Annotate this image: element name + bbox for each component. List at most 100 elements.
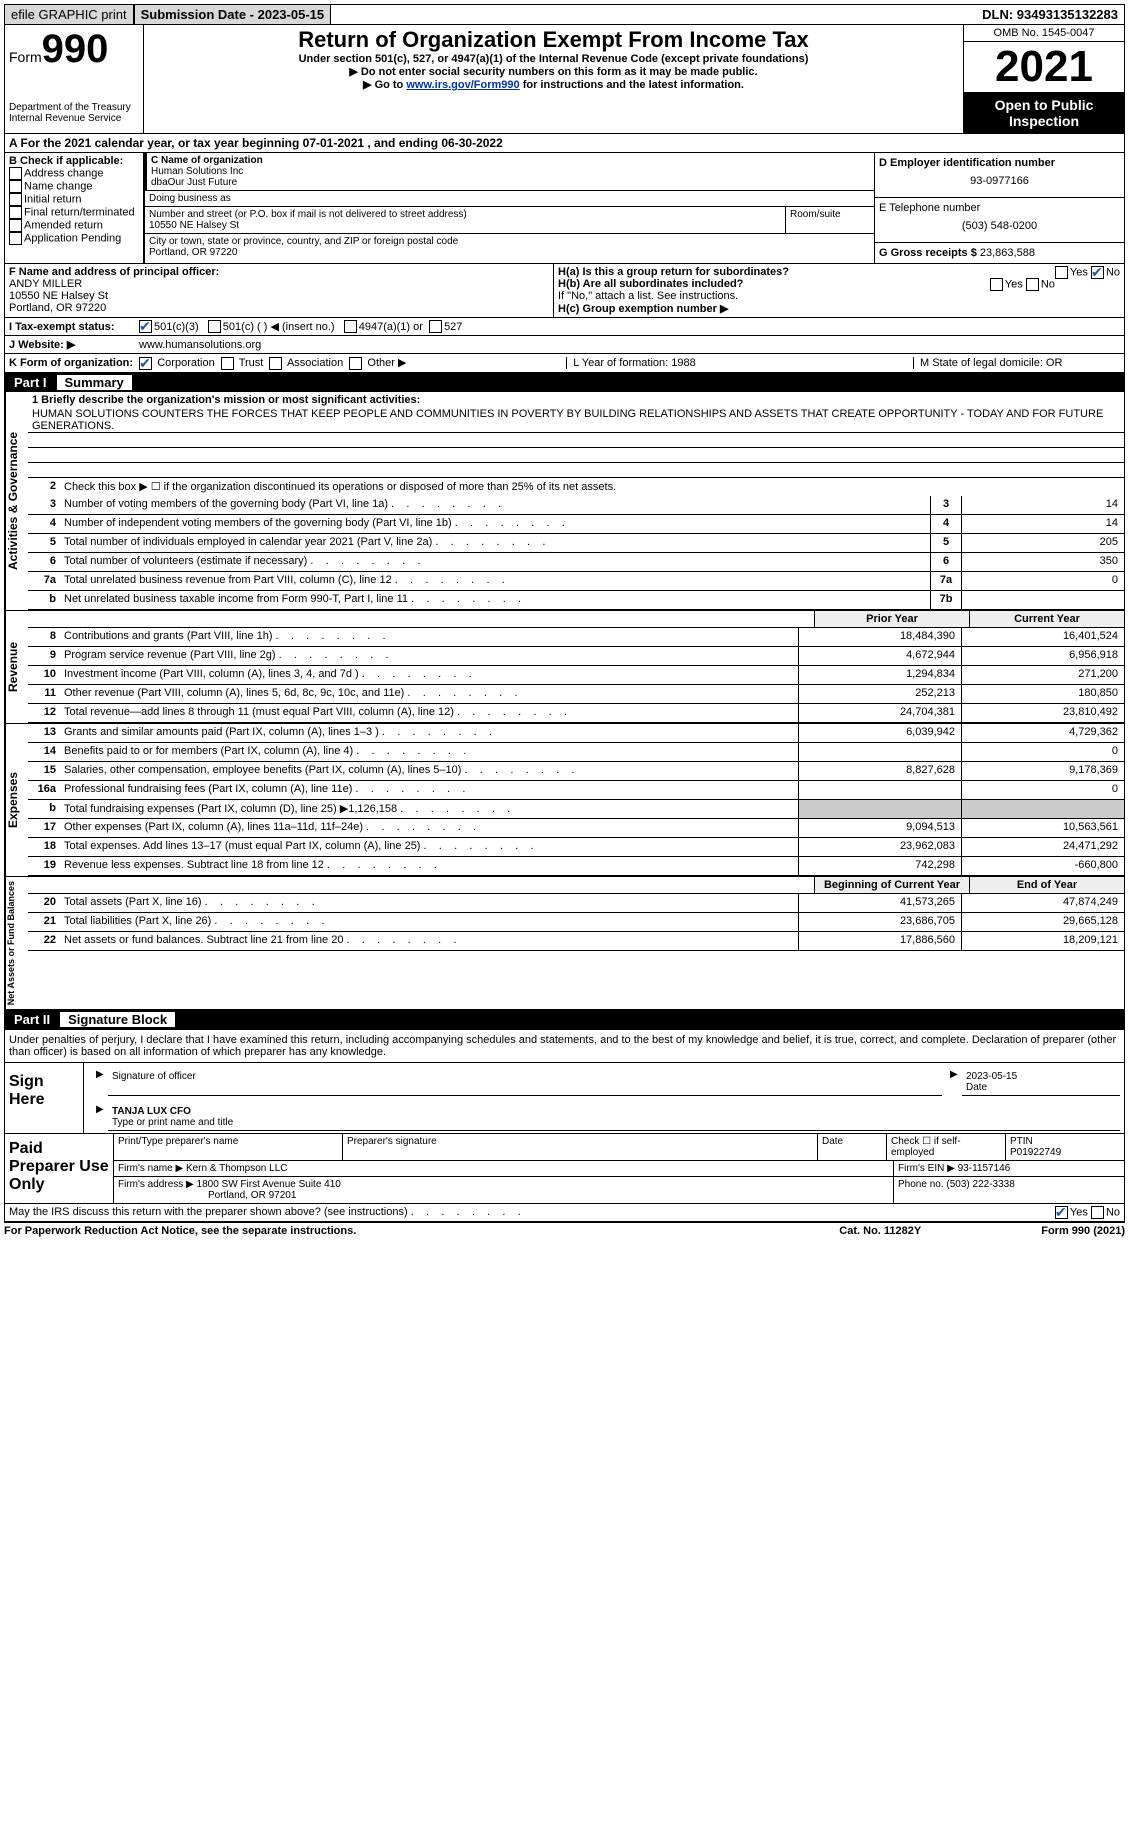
data-line: 12Total revenue—add lines 8 through 11 (…	[28, 704, 1124, 723]
k-corp[interactable]	[139, 357, 152, 370]
part-1-header: Part ISummary	[4, 373, 1125, 392]
data-line: 16aProfessional fundraising fees (Part I…	[28, 781, 1124, 800]
form-label: Form	[9, 49, 42, 65]
b-opt[interactable]: Application Pending	[9, 232, 139, 245]
row-j: J Website: ▶ www.humansolutions.org	[4, 336, 1125, 354]
data-line: 22Net assets or fund balances. Subtract …	[28, 932, 1124, 951]
firm-ein: 93-1157146	[958, 1163, 1011, 1174]
prior-year-hdr: Prior Year	[814, 611, 969, 627]
e-label: E Telephone number	[879, 202, 980, 214]
gov-line: 7aTotal unrelated business revenue from …	[28, 572, 1124, 591]
gov-line: 5Total number of individuals employed in…	[28, 534, 1124, 553]
prep-self-hdr: Check ☐ if self-employed	[887, 1134, 1006, 1160]
l-year: L Year of formation: 1988	[566, 357, 753, 369]
phone: (503) 548-0200	[879, 214, 1120, 238]
street: 10550 NE Halsey St	[149, 220, 239, 231]
org-name-1: Human Solutions Inc	[151, 166, 243, 177]
form-title: Return of Organization Exempt From Incom…	[148, 27, 959, 53]
g-label: G Gross receipts $	[879, 247, 977, 259]
subtitle-2: ▶ Do not enter social security numbers o…	[148, 65, 959, 78]
firm-addr2: Portland, OR 97201	[208, 1190, 296, 1201]
b-opt[interactable]: Address change	[9, 167, 139, 180]
h-b: H(b) Are all subordinates included? Yes …	[558, 278, 1120, 290]
discuss-row: May the IRS discuss this return with the…	[4, 1204, 1125, 1222]
row-a-tax-year: A For the 2021 calendar year, or tax yea…	[4, 134, 1125, 153]
data-line: 18Total expenses. Add lines 13–17 (must …	[28, 838, 1124, 857]
k-trust[interactable]	[221, 357, 234, 370]
mission-text: HUMAN SOLUTIONS COUNTERS THE FORCES THAT…	[28, 408, 1124, 433]
sig-date: 2023-05-15Date	[962, 1069, 1120, 1096]
gross-receipts: 23,863,588	[980, 247, 1035, 259]
hb-no[interactable]	[1026, 278, 1039, 291]
h-a: H(a) Is this a group return for subordin…	[558, 266, 1120, 278]
form-header: Form990 Department of the Treasury Inter…	[4, 25, 1125, 134]
gov-line: bNet unrelated business taxable income f…	[28, 591, 1124, 610]
officer-name: ANDY MILLER	[9, 278, 82, 290]
irs-link[interactable]: www.irs.gov/Form990	[406, 79, 519, 91]
top-bar: efile GRAPHIC print Submission Date - 20…	[4, 4, 1125, 25]
efile-print-button[interactable]: efile GRAPHIC print	[5, 5, 134, 24]
section-f-h: F Name and address of principal officer:…	[4, 264, 1125, 318]
addr-label: Number and street (or P.O. box if mail i…	[149, 209, 467, 220]
h-c: H(c) Group exemption number ▶	[558, 303, 728, 315]
ha-yes[interactable]	[1055, 266, 1068, 279]
discuss-yes[interactable]	[1055, 1206, 1068, 1219]
revenue-section: Revenue Prior YearCurrent Year 8Contribu…	[4, 611, 1125, 724]
i-4947[interactable]	[344, 320, 357, 333]
data-line: 9Program service revenue (Part VIII, lin…	[28, 647, 1124, 666]
officer-addr2: Portland, OR 97220	[9, 302, 106, 314]
prep-ptin: PTINP01922749	[1006, 1134, 1124, 1160]
b-label: B Check if applicable:	[9, 155, 139, 167]
gov-line: 3Number of voting members of the governi…	[28, 496, 1124, 515]
subtitle-1: Under section 501(c), 527, or 4947(a)(1)…	[148, 53, 959, 65]
data-line: 17Other expenses (Part IX, column (A), l…	[28, 819, 1124, 838]
b-opt[interactable]: Final return/terminated	[9, 206, 139, 219]
c-label: C Name of organization	[151, 155, 263, 166]
i-501c3[interactable]	[139, 320, 152, 333]
ein: 93-0977166	[879, 169, 1120, 193]
net-assets-section: Net Assets or Fund Balances Beginning of…	[4, 877, 1125, 1010]
room-label: Room/suite	[785, 207, 874, 234]
boy-hdr: Beginning of Current Year	[814, 877, 969, 893]
submission-date: Submission Date - 2023-05-15	[134, 5, 332, 24]
dba-label: Doing business as	[149, 193, 231, 204]
prep-date-hdr: Date	[818, 1134, 887, 1160]
i-501c[interactable]	[208, 320, 221, 333]
firm-phone: (503) 222-3338	[946, 1179, 1014, 1190]
form-number: 990	[42, 27, 109, 71]
mission-label: 1 Briefly describe the organization's mi…	[32, 394, 420, 406]
gov-line: 6Total number of volunteers (estimate if…	[28, 553, 1124, 572]
paid-preparer: Paid Preparer Use Only Print/Type prepar…	[4, 1134, 1125, 1204]
data-line: 19Revenue less expenses. Subtract line 1…	[28, 857, 1124, 876]
prep-name-hdr: Print/Type preparer's name	[114, 1134, 343, 1160]
data-line: 10Investment income (Part VIII, column (…	[28, 666, 1124, 685]
k-other[interactable]	[349, 357, 362, 370]
data-line: 20Total assets (Part X, line 16)41,573,2…	[28, 894, 1124, 913]
data-line: 11Other revenue (Part VIII, column (A), …	[28, 685, 1124, 704]
city: Portland, OR 97220	[149, 247, 237, 258]
sig-name: TANJA LUX CFOType or print name and titl…	[108, 1104, 1120, 1131]
b-opt[interactable]: Amended return	[9, 219, 139, 232]
k-assoc[interactable]	[269, 357, 282, 370]
subtitle-3: ▶ Go to www.irs.gov/Form990 for instruct…	[148, 78, 959, 91]
line-2: Check this box ▶ ☐ if the organization d…	[60, 478, 1124, 496]
b-opt[interactable]: Initial return	[9, 193, 139, 206]
ha-no[interactable]	[1091, 266, 1104, 279]
dln: DLN: 93493135132283	[976, 5, 1124, 24]
f-label: F Name and address of principal officer:	[9, 266, 219, 278]
expenses-section: Expenses 13Grants and similar amounts pa…	[4, 724, 1125, 877]
m-state: M State of legal domicile: OR	[913, 357, 1120, 369]
section-b-to-g: B Check if applicable: Address changeNam…	[4, 153, 1125, 264]
open-to-public: Open to Public Inspection	[964, 93, 1124, 133]
i-527[interactable]	[429, 320, 442, 333]
officer-addr1: 10550 NE Halsey St	[9, 290, 108, 302]
sign-here: Sign Here Signature of officer 2023-05-1…	[4, 1063, 1125, 1134]
sig-officer-label: Signature of officer	[108, 1069, 942, 1096]
hb-yes[interactable]	[990, 278, 1003, 291]
b-opt[interactable]: Name change	[9, 180, 139, 193]
org-name-2: dbaOur Just Future	[151, 177, 237, 188]
discuss-no[interactable]	[1091, 1206, 1104, 1219]
data-line: 14Benefits paid to or for members (Part …	[28, 743, 1124, 762]
declaration: Under penalties of perjury, I declare th…	[4, 1029, 1125, 1063]
row-i: I Tax-exempt status: 501(c)(3) 501(c) ( …	[4, 318, 1125, 336]
